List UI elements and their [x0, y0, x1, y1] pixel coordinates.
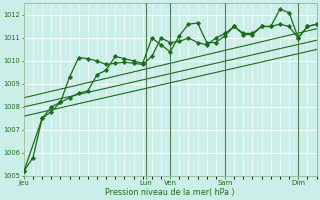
X-axis label: Pression niveau de la mer( hPa ): Pression niveau de la mer( hPa ): [105, 188, 235, 197]
